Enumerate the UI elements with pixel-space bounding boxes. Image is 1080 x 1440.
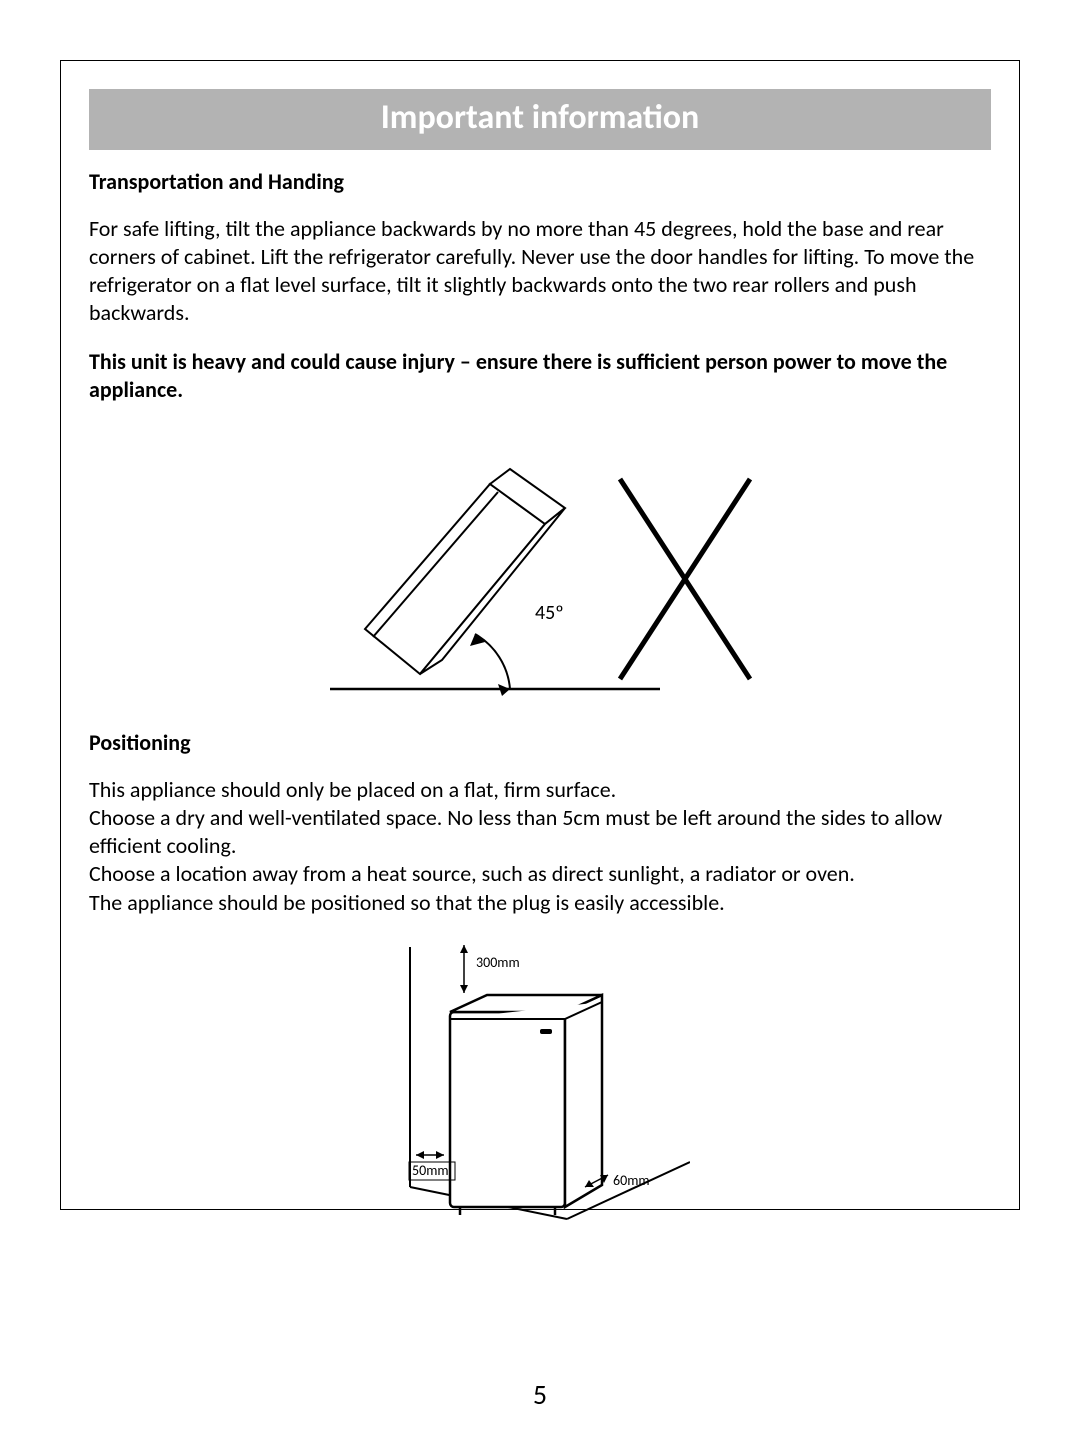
document-page: Important information Transportation and…: [0, 0, 1080, 1440]
page-number: 5: [0, 1377, 1080, 1412]
content-frame: Important information Transportation and…: [60, 60, 1020, 1210]
section-heading-transport: Transportation and Handing: [89, 168, 991, 195]
positioning-line-4: The appliance should be positioned so th…: [89, 889, 725, 916]
positioning-line-1: This appliance should only be placed on …: [89, 776, 616, 803]
transport-paragraph: For safe lifting, tilt the appliance bac…: [89, 215, 991, 328]
positioning-line-2: Choose a dry and well-ventilated space. …: [89, 804, 942, 859]
positioning-paragraphs: This appliance should only be placed on …: [89, 776, 991, 917]
section-heading-positioning: Positioning: [89, 729, 991, 756]
tilt-diagram-svg: 45º: [320, 424, 760, 704]
page-title-banner: Important information: [89, 89, 991, 150]
clearance-diagram: 300mm 50mm 60mm: [89, 937, 991, 1232]
left-clearance-label: 50mm: [412, 1162, 449, 1179]
right-clearance-label: 60mm: [613, 1172, 650, 1189]
tilt-diagram: 45º: [89, 424, 991, 709]
top-clearance-label: 300mm: [476, 954, 520, 971]
transport-warning: This unit is heavy and could cause injur…: [89, 348, 991, 404]
angle-label: 45º: [535, 601, 564, 625]
positioning-line-3: Choose a location away from a heat sourc…: [89, 860, 855, 887]
clearance-diagram-svg: 300mm 50mm 60mm: [390, 937, 690, 1227]
